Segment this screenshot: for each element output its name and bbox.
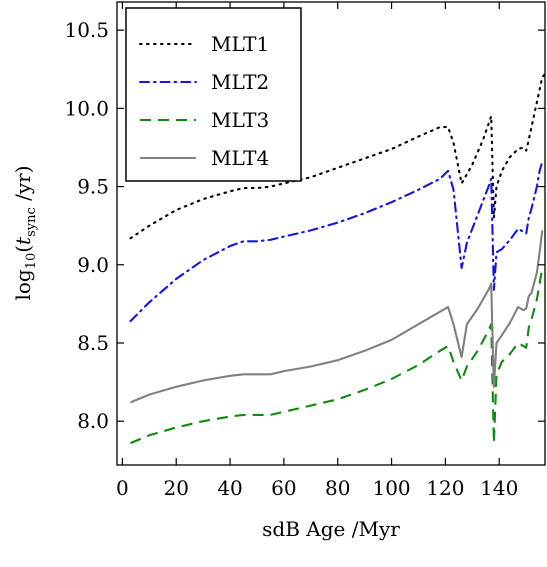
legend-label-mlt1: MLT1 <box>211 32 269 56</box>
x-tick-label: 60 <box>271 476 296 500</box>
legend-label-mlt3: MLT3 <box>211 108 269 132</box>
x-tick-label: 80 <box>325 476 350 500</box>
y-axis-label: log10(tsync /yr) <box>11 165 39 300</box>
y-tick-label: 10.0 <box>64 96 109 120</box>
y-tick-label: 9.0 <box>77 253 109 277</box>
series-line-mlt4 <box>130 230 544 404</box>
x-tick-label: 0 <box>116 476 129 500</box>
x-tick-label: 100 <box>372 476 410 500</box>
y-axis-label-prefix: log <box>11 269 35 300</box>
x-tick-label: 140 <box>480 476 518 500</box>
y-tick-label: 8.5 <box>77 331 109 355</box>
y-axis: 8.0 8.5 9.0 9.5 10.0 10.5 <box>64 18 545 433</box>
series-layer <box>129 72 545 445</box>
legend-label-mlt4: MLT4 <box>211 146 269 170</box>
legend-items: MLT1 MLT2 MLT3 MLT4 <box>138 32 269 170</box>
series-line-mlt2 <box>129 160 544 323</box>
x-tick-label: 20 <box>163 476 188 500</box>
y-tick-label: 9.5 <box>77 175 109 199</box>
y-axis-label-open: ( <box>11 245 35 253</box>
x-tick-label: 120 <box>426 476 464 500</box>
y-tick-label: 10.5 <box>64 18 109 42</box>
x-tick-label: 40 <box>217 476 242 500</box>
y-axis-label-sub10: 10 <box>24 253 39 270</box>
y-axis-label-t: t <box>11 236 35 245</box>
y-axis-label-unit: /yr) <box>11 165 35 207</box>
y-tick-label: 8.0 <box>77 409 109 433</box>
y-axis-label-sub-sync: sync <box>24 207 39 237</box>
series-line-mlt3 <box>130 267 544 445</box>
series-line-mlt1 <box>129 72 545 240</box>
legend: MLT1 MLT2 MLT3 MLT4 <box>125 7 302 182</box>
legend-label-mlt2: MLT2 <box>211 70 269 94</box>
x-axis-label: sdB Age /Myr <box>262 517 400 541</box>
legend-box <box>125 7 302 182</box>
